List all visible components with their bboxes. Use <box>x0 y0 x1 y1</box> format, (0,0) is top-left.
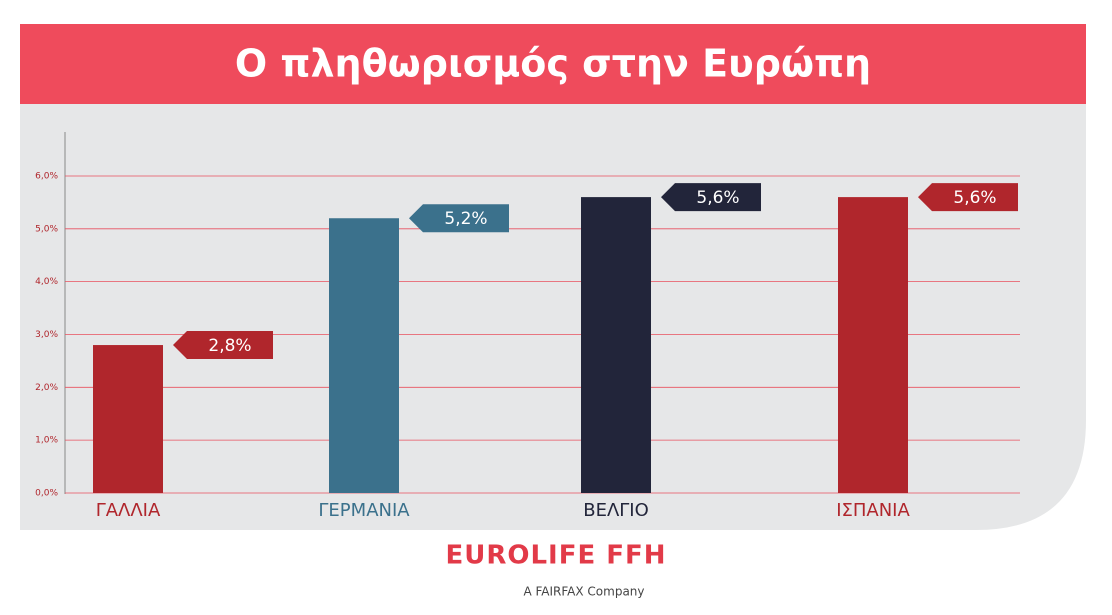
value-callout <box>918 183 1018 212</box>
footer-tagline: A FAIRFAX Company <box>523 585 644 599</box>
panel <box>20 104 1086 530</box>
y-tick-label: 6,0% <box>35 171 58 181</box>
y-tick-label: 5,0% <box>35 224 58 234</box>
value-label: 2,8% <box>208 336 251 356</box>
y-tick-label: 4,0% <box>35 277 58 287</box>
y-tick-label: 2,0% <box>35 383 58 393</box>
bar <box>93 345 163 493</box>
x-tick-label: ΓΑΛΛΙΑ <box>96 500 161 521</box>
bar <box>838 197 908 493</box>
x-tick-label: ΓΕΡΜΑΝΙΑ <box>318 500 410 521</box>
value-callout <box>661 183 761 212</box>
value-label: 5,6% <box>696 188 739 208</box>
bar <box>329 218 399 493</box>
x-tick-label: ΙΣΠΑΝΙΑ <box>836 500 910 521</box>
title-band <box>20 24 1086 104</box>
value-callout <box>173 331 273 360</box>
y-tick-label: 3,0% <box>35 330 58 340</box>
x-tick-label: ΒΕΛΓΙΟ <box>583 500 649 521</box>
footer-brand: EUROLIFE FFH <box>445 541 666 571</box>
y-tick-label: 1,0% <box>35 436 58 446</box>
bar <box>581 197 651 493</box>
value-callout <box>409 204 509 233</box>
chart-title: Ο πληθωρισμός στην Ευρώπη <box>235 42 871 86</box>
value-label: 5,6% <box>953 188 996 208</box>
y-tick-label: 0,0% <box>35 489 58 499</box>
value-label: 5,2% <box>444 209 487 229</box>
